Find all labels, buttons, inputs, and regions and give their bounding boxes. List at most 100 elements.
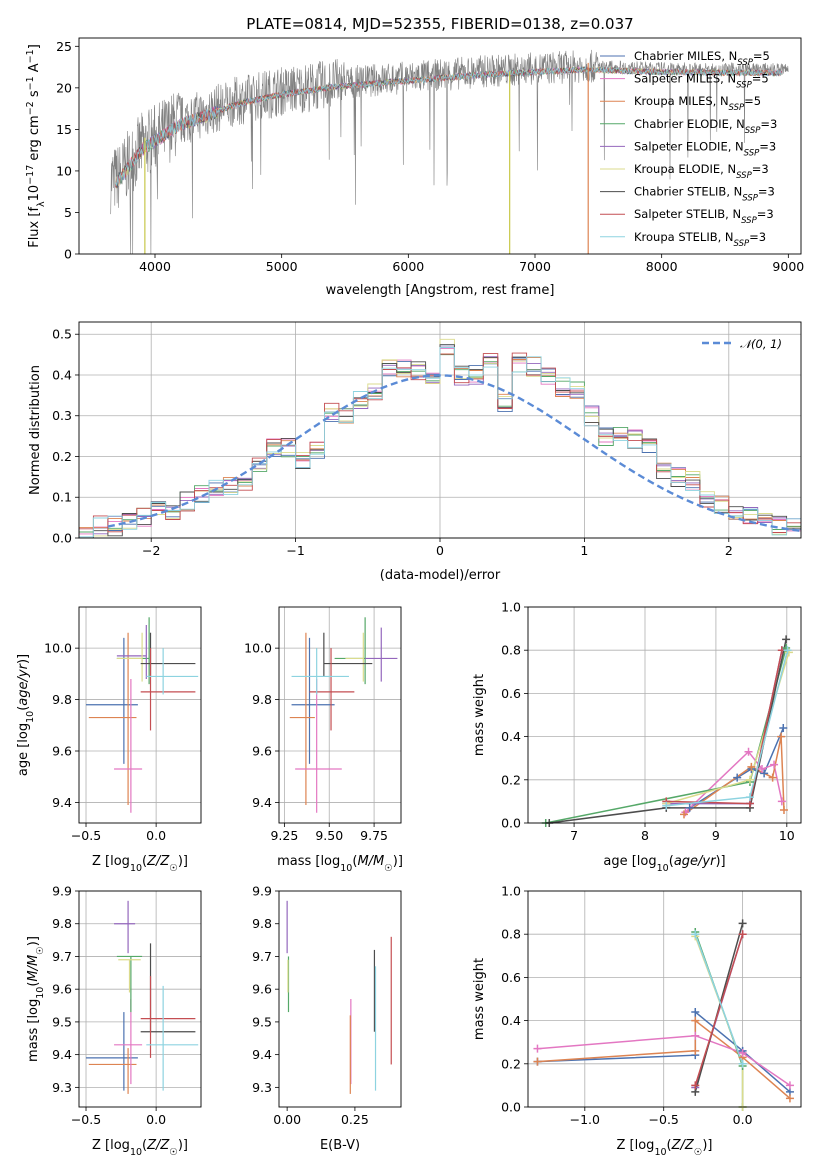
y-tick-label: 9.8 xyxy=(52,916,72,931)
weight-marker xyxy=(738,1049,747,1057)
x-tick-label: 4000 xyxy=(139,259,171,274)
y-tick-label: 0.5 xyxy=(52,327,72,342)
x-tick-label: 9 xyxy=(712,828,720,843)
spectrum-axes: 4000 5000 6000 7000 8000 9000 0 5 10 15 20 25 xyxy=(56,39,804,274)
legend-label: Kroupa MILES, NSSP=5 xyxy=(634,94,761,113)
y-tick-label: 10 xyxy=(56,163,72,178)
residuals-xlabel: (data-model)/error xyxy=(380,568,501,583)
y-tick-label: 1.0 xyxy=(501,884,521,899)
y-tick-label: 9.4 xyxy=(252,1047,272,1062)
ebv-vs-mass-xlabel: E(B-V) xyxy=(320,1138,360,1153)
x-tick-label: 2 xyxy=(725,543,733,558)
y-tick-label: 0.2 xyxy=(52,449,72,464)
label-part: 10 xyxy=(130,1147,142,1158)
label-part: ( xyxy=(667,1138,672,1153)
ebv-vs-mass-axes: 0.00 0.25 9.3 9.4 9.5 9.6 9.7 9.8 9.9 xyxy=(252,884,369,1128)
y-tick-label: 9.7 xyxy=(52,949,72,964)
legend-sub: SSP xyxy=(745,126,761,136)
z-vs-mass-xlabel: Z [log10(Z/Z☉)] xyxy=(92,1138,188,1158)
weight-marker xyxy=(747,762,756,771)
y-tick-label: 25 xyxy=(56,39,72,54)
weight-marker xyxy=(779,723,788,732)
label-part: ( xyxy=(669,854,674,869)
legend-text: Kroupa STELIB, N xyxy=(634,230,734,244)
weight-marker xyxy=(691,1081,700,1090)
y-tick-label: 0.8 xyxy=(501,927,521,942)
legend-label: Chabrier ELODIE, NSSP=3 xyxy=(634,117,777,136)
x-tick-label: −2 xyxy=(142,543,160,558)
y-tick-label: 20 xyxy=(56,80,72,95)
x-tick-label: −0.5 xyxy=(71,828,101,843)
label-part: ] xyxy=(27,44,42,49)
y-tick-label: 1.0 xyxy=(501,600,521,615)
weight-marker xyxy=(785,1094,794,1103)
z-vs-age-plot xyxy=(86,617,199,813)
y-tick-label: 0.2 xyxy=(501,1056,521,1071)
spectrum-plot xyxy=(110,49,789,254)
legend-text: =3 xyxy=(757,207,774,221)
label-part: 10 xyxy=(654,1147,666,1158)
legend-text: Salpeter STELIB, N xyxy=(634,207,741,221)
weight-line xyxy=(537,1034,791,1087)
weight-marker xyxy=(691,1007,700,1016)
label-part: ( xyxy=(142,854,147,869)
legend-label: Kroupa STELIB, NSSP=3 xyxy=(634,230,766,249)
weight-line xyxy=(689,727,784,809)
age-weights-frame xyxy=(527,606,802,824)
x-tick-label: 5000 xyxy=(266,259,298,274)
legend-sub: SSP xyxy=(744,148,760,158)
weight-line xyxy=(666,650,789,807)
label-part: )] xyxy=(26,936,41,946)
x-tick-label: −0.5 xyxy=(649,1112,679,1127)
label-part: A xyxy=(27,63,42,76)
age-weights-axes: 7 8 9 10 0.0 0.2 0.4 0.6 0.8 1.0 xyxy=(501,600,801,843)
y-tick-label: 0.0 xyxy=(501,816,521,831)
weight-marker xyxy=(680,810,688,819)
z-weights-ylabel: mass weight xyxy=(472,958,487,1040)
weight-marker xyxy=(733,773,742,782)
label-part: Flux [f xyxy=(27,207,42,248)
legend-text: Salpeter MILES, N xyxy=(634,72,736,86)
age-weights-xlabel: age [log10(age/yr)] xyxy=(603,854,725,874)
x-tick-label: 9.50 xyxy=(315,828,343,843)
label-part: 10 xyxy=(657,863,669,874)
y-tick-label: 9.4 xyxy=(52,795,72,810)
ebv-vs-mass-frame xyxy=(278,890,402,1108)
y-tick-label: 9.6 xyxy=(252,744,272,759)
x-tick-label: 0.0 xyxy=(146,828,166,843)
y-tick-label: 9.7 xyxy=(252,949,272,964)
weight-marker xyxy=(691,930,700,939)
z-weights-xlabel: Z [log10(Z/Z☉)] xyxy=(617,1138,713,1158)
legend-sub: SSP xyxy=(741,216,757,226)
y-tick-label: 10.0 xyxy=(44,641,72,656)
label-part: −17 xyxy=(25,165,36,185)
label-part: )] xyxy=(702,1138,712,1153)
legend-label: Salpeter ELODIE, NSSP=3 xyxy=(634,139,776,158)
y-tick-label: 9.4 xyxy=(52,1047,72,1062)
legend-text: =3 xyxy=(758,185,775,199)
z-vs-mass-frame xyxy=(78,890,202,1108)
weight-marker xyxy=(777,797,786,806)
x-tick-label: 0.00 xyxy=(273,1112,301,1127)
x-tick-label: 8000 xyxy=(646,259,678,274)
x-tick-label: 9.75 xyxy=(360,828,388,843)
label-part: age/yr xyxy=(16,662,31,705)
weight-marker xyxy=(782,635,791,644)
label-part: E(B-V) xyxy=(320,1138,360,1153)
weight-line xyxy=(666,652,790,805)
y-tick-label: 9.3 xyxy=(52,1080,72,1095)
y-tick-label: 0.2 xyxy=(501,772,521,787)
x-tick-label: 9.25 xyxy=(270,828,298,843)
y-tick-label: 9.6 xyxy=(52,982,72,997)
age-weights-plot xyxy=(545,639,790,823)
label-part: ☉ xyxy=(35,946,46,955)
z-vs-age-axes: −0.5 0.0 9.4 9.6 9.8 10.0 xyxy=(44,607,201,843)
legend-label: Salpeter MILES, NSSP=5 xyxy=(634,72,769,91)
weight-marker xyxy=(533,1044,542,1053)
legend-label: Kroupa ELODIE, NSSP=3 xyxy=(634,162,769,181)
y-tick-label: 9.8 xyxy=(252,692,272,707)
weight-marker xyxy=(691,1031,700,1040)
y-tick-label: 9.8 xyxy=(252,916,272,931)
z-vs-age-frame xyxy=(78,606,202,824)
